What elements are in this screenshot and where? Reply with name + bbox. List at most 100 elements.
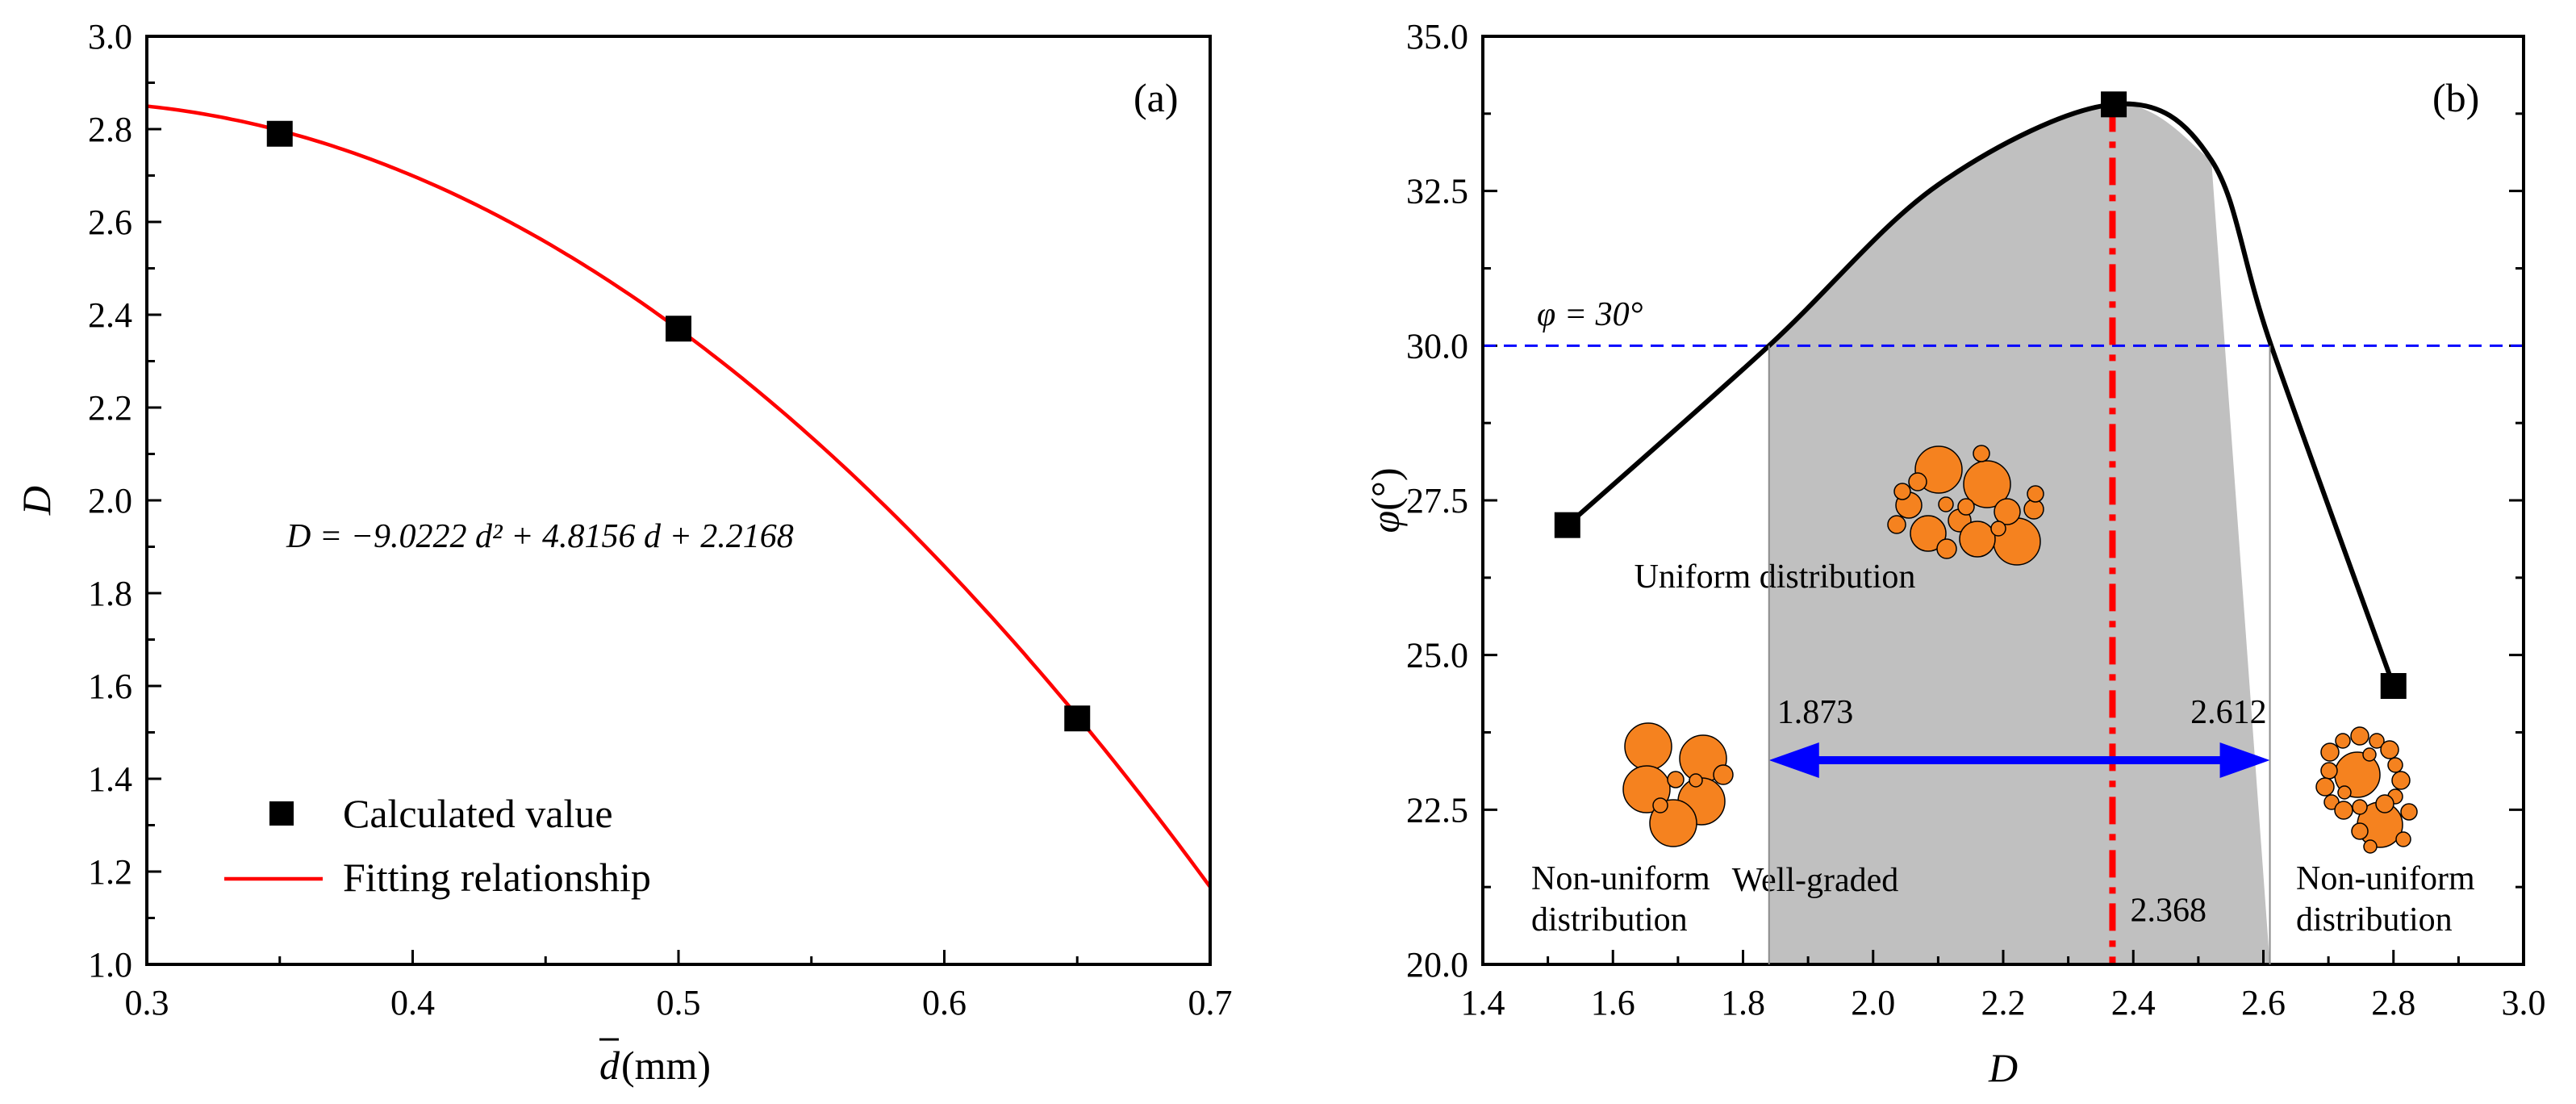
particle bbox=[1938, 496, 1954, 512]
particle bbox=[1908, 472, 1927, 491]
x-tick-label: 1.4 bbox=[1461, 983, 1505, 1022]
panel-b-markers bbox=[1554, 91, 2407, 699]
panel-b-y-ticks: 20.0 22.5 25.0 27.5 30.0 32.5 35.0 bbox=[1406, 17, 2524, 985]
particle bbox=[2315, 777, 2335, 797]
panel-b-y-label-unit: (°) bbox=[1363, 468, 1408, 511]
x-tick-label: 2.2 bbox=[1981, 983, 2026, 1022]
particle bbox=[2351, 822, 2369, 840]
panel-b-y-axis-label: φ(°) bbox=[1363, 468, 1408, 533]
panel-b-x-ticks: 1.4 1.6 1.8 2.0 2.2 2.4 2.6 2.8 3.0 bbox=[1461, 950, 2546, 1022]
data-point bbox=[2101, 91, 2127, 118]
nonuniform-right-particle-cluster-icon bbox=[2315, 726, 2418, 854]
particle bbox=[1990, 521, 2006, 537]
calculated-value-point bbox=[266, 120, 293, 147]
x-tick-label: 2.6 bbox=[2241, 983, 2286, 1022]
well-graded-label: Well-graded bbox=[1732, 862, 1899, 899]
fit-equation: D = −9.0222 d² + 4.8156 d + 2.2168 bbox=[286, 518, 794, 555]
x-tick-label: 0.7 bbox=[1188, 983, 1233, 1022]
y-tick-label: 2.2 bbox=[88, 388, 132, 428]
particle bbox=[2320, 742, 2340, 762]
phi-30-label: φ = 30° bbox=[1537, 296, 1643, 333]
panel-b-x-axis-label: D bbox=[1988, 1045, 2018, 1090]
y-tick-label: 30.0 bbox=[1406, 326, 1468, 366]
particle bbox=[1957, 498, 1975, 516]
y-tick-label: 1.4 bbox=[88, 759, 132, 799]
particle bbox=[2400, 803, 2418, 821]
uniform-particle-cluster-icon bbox=[1887, 445, 2044, 566]
data-point bbox=[1554, 512, 1580, 538]
x-tick-label: 1.6 bbox=[1591, 983, 1635, 1022]
particle bbox=[2350, 726, 2369, 746]
particle bbox=[1887, 515, 1906, 534]
y-tick-label: 2.8 bbox=[88, 110, 132, 149]
x-tick-label: 0.4 bbox=[390, 983, 435, 1022]
y-tick-label: 25.0 bbox=[1406, 636, 1468, 675]
particle bbox=[2375, 794, 2394, 813]
y-tick-label: 3.0 bbox=[88, 17, 132, 56]
particle bbox=[1910, 515, 1947, 552]
particle bbox=[2369, 733, 2385, 749]
x-tick-label: 3.0 bbox=[2502, 983, 2546, 1022]
y-tick-label: 1.6 bbox=[88, 667, 132, 706]
particle bbox=[1624, 722, 1672, 771]
particle bbox=[2395, 831, 2411, 847]
y-tick-label: 35.0 bbox=[1406, 17, 1468, 56]
y-tick-label: 1.2 bbox=[88, 852, 132, 892]
particle bbox=[1689, 773, 1703, 788]
nonuniform-left-particle-cluster-icon bbox=[1622, 722, 1734, 847]
range-end-label: 2.612 bbox=[2190, 694, 2267, 731]
particle bbox=[2320, 762, 2338, 780]
y-tick-label: 32.5 bbox=[1406, 172, 1468, 211]
particle bbox=[1713, 764, 1734, 785]
y-tick-label: 2.6 bbox=[88, 203, 132, 242]
particle bbox=[2362, 747, 2377, 762]
data-point bbox=[2380, 673, 2407, 699]
calculated-value-point bbox=[666, 316, 691, 342]
particle bbox=[1994, 498, 2021, 525]
panel-a-x-axis-label: d (mm) bbox=[599, 1038, 711, 1088]
panel-a-markers bbox=[266, 120, 1091, 732]
x-tick-label: 2.4 bbox=[2111, 983, 2156, 1022]
particle bbox=[2335, 733, 2351, 749]
y-tick-label: 1.8 bbox=[88, 574, 132, 613]
panel-a-chart: 0.3 0.4 0.5 0.6 0.7 1.0 1.2 1.4 1.6 1.8 2.0 2.2 2.4… bbox=[14, 17, 1233, 1088]
panel-a-label: (a) bbox=[1134, 75, 1179, 120]
y-tick-label: 1.0 bbox=[88, 945, 132, 985]
particle bbox=[2387, 757, 2403, 773]
panel-a-x-ticks: 0.3 0.4 0.5 0.6 0.7 bbox=[125, 950, 1233, 1022]
particle bbox=[2363, 839, 2378, 854]
x-tick-label: 2.8 bbox=[2371, 983, 2415, 1022]
well-graded-range-arrow bbox=[1768, 742, 2270, 778]
legend-label-fitting: Fitting relationship bbox=[343, 855, 651, 900]
nonuniform-right-line1: Non-uniform bbox=[2296, 860, 2475, 897]
particle bbox=[2352, 799, 2368, 815]
legend-label-calculated: Calculated value bbox=[343, 791, 613, 836]
y-tick-label: 22.5 bbox=[1406, 790, 1468, 830]
x-tick-label: 0.6 bbox=[922, 983, 967, 1022]
particle bbox=[1959, 521, 1996, 558]
particle bbox=[2023, 499, 2044, 520]
panel-a-x-label-unit: (mm) bbox=[621, 1043, 711, 1088]
panel-b-frame bbox=[1481, 35, 2525, 966]
particle bbox=[2337, 785, 2352, 800]
particle bbox=[1667, 771, 1685, 788]
legend: Calculated value Fitting relationship bbox=[224, 791, 651, 900]
uniform-distribution-label: Uniform distribution bbox=[1635, 558, 1916, 596]
particle bbox=[1936, 538, 1957, 559]
particle bbox=[2391, 771, 2411, 790]
x-tick-label: 1.8 bbox=[1721, 983, 1765, 1022]
y-tick-label: 27.5 bbox=[1406, 481, 1468, 521]
panel-b-y-label-var: φ bbox=[1363, 511, 1408, 533]
nonuniform-right-line2: distribution bbox=[2296, 901, 2453, 939]
particle bbox=[2027, 485, 2044, 503]
x-tick-label: 0.3 bbox=[125, 983, 169, 1022]
particle bbox=[1893, 483, 1911, 500]
y-tick-label: 2.0 bbox=[88, 481, 132, 521]
particle bbox=[2334, 801, 2353, 820]
range-start-label: 1.873 bbox=[1777, 694, 1854, 731]
panel-a-y-axis-label: D bbox=[14, 486, 59, 516]
particle bbox=[1963, 460, 2011, 508]
nonuniform-left-line2: distribution bbox=[1531, 901, 1688, 939]
peak-value-label: 2.368 bbox=[2130, 892, 2207, 929]
